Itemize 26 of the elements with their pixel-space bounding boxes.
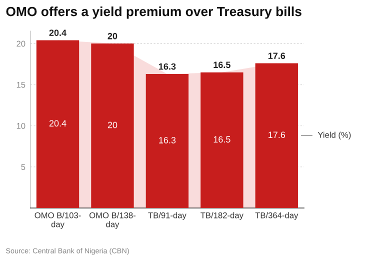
y-tick-label: 10 xyxy=(16,122,26,129)
bar xyxy=(36,40,80,208)
data-label: 17.6 xyxy=(268,52,286,60)
data-label: 20.4 xyxy=(49,30,66,36)
bar xyxy=(146,74,189,208)
y-tick-label: 15 xyxy=(16,82,26,88)
bar xyxy=(255,63,298,208)
bar xyxy=(91,44,134,208)
data-label: 20 xyxy=(108,122,118,128)
bar xyxy=(200,72,244,208)
text: Yield (%) xyxy=(318,132,351,140)
x-tick-label: OMO B/103-day xyxy=(34,212,81,229)
y-tick-label: 5 xyxy=(21,164,26,170)
x-tick-label: TB/91-day xyxy=(148,212,186,220)
chart-title: OMO offers a yield premium over Treasury bills xyxy=(6,6,302,19)
y-tick-label: 20 xyxy=(16,40,26,47)
data-label: 20 xyxy=(108,32,118,40)
x-tick-label: OMO B/138-day xyxy=(89,212,136,229)
data-label: 20.4 xyxy=(49,120,66,127)
data-label: 16.5 xyxy=(214,136,230,143)
x-tick-label: TB/182-day xyxy=(200,212,244,220)
data-label: 16.5 xyxy=(214,62,230,68)
data-label: 17.6 xyxy=(268,132,286,138)
data-label: 16.3 xyxy=(158,63,176,70)
data-label: 16.3 xyxy=(159,137,176,144)
x-tick-label: TB/364-day xyxy=(255,212,298,220)
